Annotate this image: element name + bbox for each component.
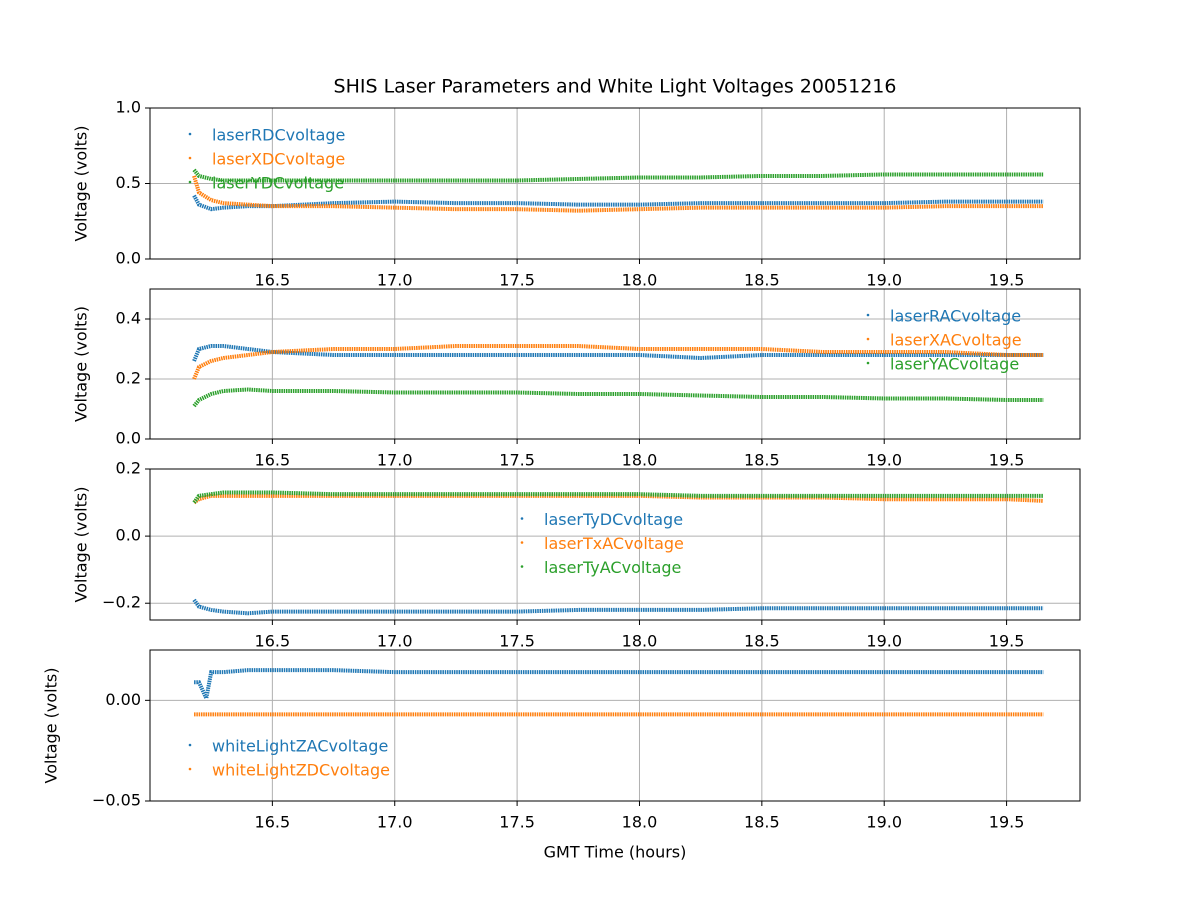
x-tick-label: 17.5: [499, 451, 535, 470]
y-axis-label: Voltage (volts): [72, 126, 91, 242]
legend-label: laserTyDCvoltage: [544, 510, 683, 529]
x-tick-label: 19.0: [866, 451, 902, 470]
legend-marker: [866, 361, 870, 365]
legend-marker: [188, 156, 192, 160]
legend-label: laserYACvoltage: [890, 355, 1019, 374]
series-line: [192, 175, 1044, 213]
y-tick-label: 0.2: [116, 369, 141, 388]
series-line: [192, 168, 1044, 183]
legend-marker: [188, 180, 192, 184]
plot-frame: [149, 107, 1081, 260]
x-tick-label: 18.5: [744, 451, 780, 470]
x-tick-label: 17.0: [377, 632, 413, 651]
legend-label: whiteLightZDCvoltage: [212, 761, 390, 780]
x-tick-label: 18.5: [744, 271, 780, 290]
series-line: [192, 490, 1044, 504]
legend-label: laserTxACvoltage: [544, 534, 684, 553]
legend-label: laserTyACvoltage: [544, 558, 681, 577]
x-tick-label: 17.0: [377, 271, 413, 290]
x-axis-label: GMT Time (hours): [544, 843, 687, 862]
x-tick-label: 19.5: [989, 813, 1025, 832]
x-tick-label: 16.5: [255, 813, 291, 832]
x-tick-label: 17.0: [377, 813, 413, 832]
x-tick-label: 19.5: [989, 451, 1025, 470]
x-tick-label: 18.0: [622, 271, 658, 290]
x-tick-label: 19.5: [989, 632, 1025, 651]
x-tick-label: 18.5: [744, 632, 780, 651]
legend-label: laserXACvoltage: [890, 331, 1022, 350]
plot-frame: [149, 468, 1081, 621]
series-line: [192, 598, 1044, 616]
y-tick-label: 0.0: [116, 429, 141, 448]
legend-label: laserRACvoltage: [890, 307, 1021, 326]
plot-frame: [149, 288, 1081, 440]
y-tick-label: 0.00: [105, 690, 141, 709]
x-tick-label: 18.0: [622, 632, 658, 651]
legend-marker: [520, 517, 524, 520]
y-tick-label: 0.5: [116, 173, 141, 192]
series-line: [192, 387, 1044, 408]
series-line: [194, 668, 1044, 705]
x-tick-label: 19.5: [989, 271, 1025, 290]
y-tick-label: −0.2: [102, 593, 141, 612]
x-tick-label: 18.0: [622, 813, 658, 832]
legend-label: whiteLightZACvoltage: [212, 737, 388, 756]
x-tick-label: 16.5: [255, 632, 291, 651]
legend-label: laserYDCvoltage: [212, 174, 344, 193]
x-tick-label: 17.0: [377, 451, 413, 470]
series-line: [192, 344, 1044, 380]
x-tick-label: 16.5: [255, 451, 291, 470]
legend-marker: [866, 313, 870, 317]
x-tick-label: 17.5: [499, 632, 535, 651]
x-tick-label: 19.0: [866, 271, 902, 290]
legend-marker: [188, 132, 192, 136]
x-tick-label: 18.5: [744, 813, 780, 832]
legend-label: laserXDCvoltage: [212, 150, 345, 169]
x-tick-label: 17.5: [499, 271, 535, 290]
y-tick-label: −0.05: [92, 791, 141, 810]
y-axis-label: Voltage (volts): [72, 487, 91, 603]
x-tick-label: 19.0: [866, 813, 902, 832]
legend-marker: [188, 767, 192, 771]
y-tick-label: 0.2: [116, 459, 141, 478]
y-tick-label: 0.0: [116, 249, 141, 268]
legend-marker: [520, 565, 524, 568]
legend-label: laserRDCvoltage: [212, 126, 345, 145]
x-tick-label: 18.0: [622, 451, 658, 470]
legend-marker: [188, 743, 192, 747]
y-tick-label: 0.4: [116, 309, 141, 328]
chart-title: SHIS Laser Parameters and White Light Vo…: [334, 76, 897, 98]
legend-marker: [520, 541, 524, 544]
series-line: [192, 194, 1044, 212]
legend-marker: [866, 337, 870, 341]
series-line: [192, 344, 1044, 362]
plot-frame: [149, 649, 1081, 802]
y-axis-label: Voltage (volts): [42, 668, 61, 784]
x-tick-label: 16.5: [255, 271, 291, 290]
x-tick-label: 17.5: [499, 813, 535, 832]
y-axis-label: Voltage (volts): [72, 306, 91, 422]
x-tick-label: 19.0: [866, 632, 902, 651]
y-tick-label: 1.0: [116, 98, 141, 117]
y-tick-label: 0.0: [116, 526, 141, 545]
